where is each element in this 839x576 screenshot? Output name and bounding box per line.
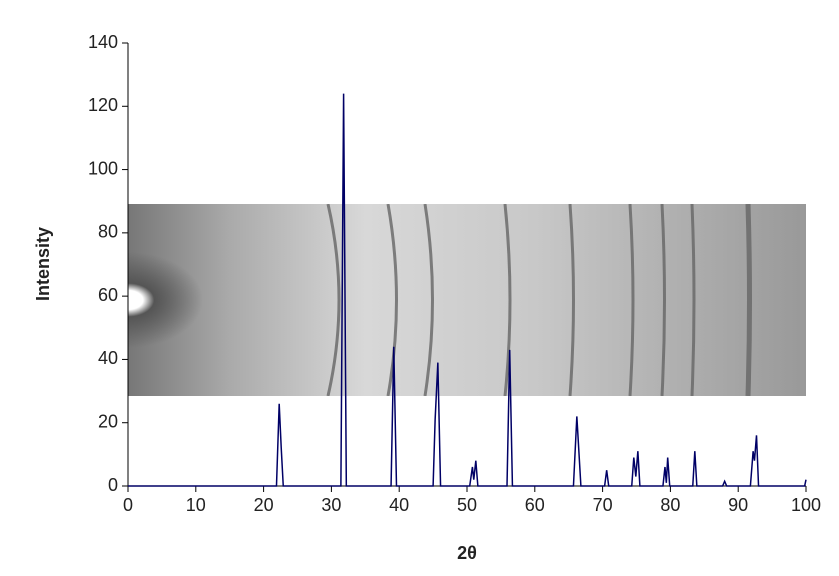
x-tick-label: 0 xyxy=(123,495,133,515)
x-axis-label: 2θ xyxy=(457,543,477,563)
x-tick-label: 40 xyxy=(389,495,409,515)
x-tick-label: 80 xyxy=(660,495,680,515)
y-tick-label: 60 xyxy=(98,285,118,305)
y-tick-label: 100 xyxy=(88,158,118,178)
x-tick-label: 50 xyxy=(457,495,477,515)
diffraction-film xyxy=(128,204,806,396)
x-tick-label: 60 xyxy=(525,495,545,515)
y-tick-label: 20 xyxy=(98,411,118,431)
y-tick-label: 0 xyxy=(108,475,118,495)
series-line xyxy=(128,93,807,487)
x-tick-label: 90 xyxy=(728,495,748,515)
y-axis-label: Intensity xyxy=(33,227,53,301)
x-tick-label: 30 xyxy=(321,495,341,515)
y-tick-label: 140 xyxy=(88,32,118,52)
x-tick-label: 100 xyxy=(791,495,821,515)
y-tick-label: 80 xyxy=(98,222,118,242)
x-tick-label: 10 xyxy=(186,495,206,515)
y-tick-label: 40 xyxy=(98,348,118,368)
y-tick-label: 120 xyxy=(88,95,118,115)
x-tick-label: 20 xyxy=(254,495,274,515)
x-tick-label: 70 xyxy=(593,495,613,515)
